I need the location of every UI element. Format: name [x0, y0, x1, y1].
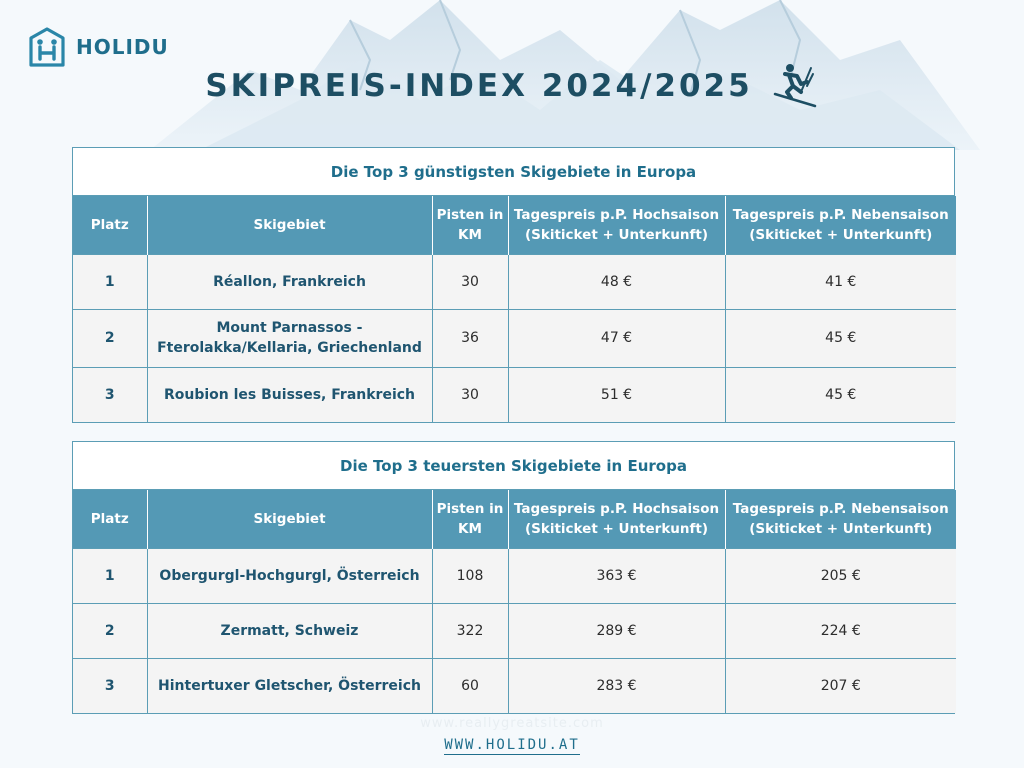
cell-skigebiet: Obergurgl-Hochgurgl, Österreich	[147, 547, 433, 603]
holidu-house-logo-icon	[29, 27, 65, 67]
cell-skigebiet: Zermatt, Schweiz	[147, 602, 433, 658]
cheapest-table: Platz Skigebiet Pisten in KM Tagespreis …	[73, 196, 956, 422]
table-row: 1 Obergurgl-Hochgurgl, Österreich 108 36…	[73, 547, 956, 603]
column-header-hochsaison: Tagespreis p.P. Hochsaison (Skiticket + …	[508, 490, 726, 548]
column-header-pisten: Pisten in KM	[432, 196, 509, 254]
table-header-row: Platz Skigebiet Pisten in KM Tagespreis …	[73, 490, 956, 548]
column-header-nebensaison: Tagespreis p.P. Nebensaison (Skiticket +…	[725, 490, 956, 548]
cell-km: 60	[432, 657, 509, 713]
cell-platz: 2	[73, 602, 148, 658]
table-row: 2 Zermatt, Schweiz 322 289 € 224 €	[73, 602, 956, 658]
table-row: 2 Mount Parnassos - Fterolakka/Kellaria,…	[73, 308, 956, 367]
cell-nebensaison: 224 €	[725, 602, 956, 658]
brand-logo[interactable]: HOLIDU	[28, 26, 169, 68]
cell-hochsaison: 48 €	[508, 253, 726, 309]
cell-hochsaison: 363 €	[508, 547, 726, 603]
expensive-resorts-table: Die Top 3 teuersten Skigebiete in Europa…	[72, 441, 956, 714]
skier-icon	[773, 64, 816, 108]
cell-skigebiet: Mount Parnassos - Fterolakka/Kellaria, G…	[147, 308, 433, 367]
cell-hochsaison: 283 €	[508, 657, 726, 713]
column-header-skigebiet: Skigebiet	[147, 490, 433, 548]
cell-nebensaison: 45 €	[725, 308, 956, 367]
cell-nebensaison: 41 €	[725, 253, 956, 309]
column-header-platz: Platz	[73, 196, 148, 254]
cell-platz: 3	[73, 657, 148, 713]
cell-km: 30	[432, 253, 509, 309]
cell-nebensaison: 205 €	[725, 547, 956, 603]
footer-ghost-text: www.reallygreatsite.com	[420, 716, 604, 731]
cell-hochsaison: 47 €	[508, 308, 726, 367]
cheapest-resorts-table: Die Top 3 günstigsten Skigebiete in Euro…	[72, 147, 956, 423]
cell-skigebiet: Hintertuxer Gletscher, Österreich	[147, 657, 433, 713]
footer-url-link[interactable]: WWW.HOLIDU.AT	[444, 737, 580, 755]
cell-platz: 3	[73, 366, 148, 422]
cell-skigebiet: Roubion les Buisses, Frankreich	[147, 366, 433, 422]
column-header-nebensaison: Tagespreis p.P. Nebensaison (Skiticket +…	[725, 196, 956, 254]
cell-nebensaison: 207 €	[725, 657, 956, 713]
cheapest-table-title: Die Top 3 günstigsten Skigebiete in Euro…	[73, 148, 954, 196]
cell-skigebiet: Réallon, Frankreich	[147, 253, 433, 309]
cell-platz: 1	[73, 547, 148, 603]
table-row: 3 Roubion les Buisses, Frankreich 30 51 …	[73, 366, 956, 422]
cell-nebensaison: 45 €	[725, 366, 956, 422]
column-header-pisten: Pisten in KM	[432, 490, 509, 548]
cell-hochsaison: 51 €	[508, 366, 726, 422]
cell-km: 108	[432, 547, 509, 603]
brand-name: HOLIDU	[76, 35, 169, 59]
footer: WWW.HOLIDU.AT	[0, 734, 1024, 755]
title-row: SKIPREIS-INDEX 2024/2025	[0, 62, 1024, 110]
cell-platz: 2	[73, 308, 148, 367]
cell-km: 30	[432, 366, 509, 422]
table-row: 3 Hintertuxer Gletscher, Österreich 60 2…	[73, 657, 956, 713]
page-title: SKIPREIS-INDEX 2024/2025	[205, 68, 753, 104]
table-header-row: Platz Skigebiet Pisten in KM Tagespreis …	[73, 196, 956, 254]
expensive-table: Platz Skigebiet Pisten in KM Tagespreis …	[73, 490, 956, 713]
cell-platz: 1	[73, 253, 148, 309]
expensive-table-title: Die Top 3 teuersten Skigebiete in Europa	[73, 442, 954, 490]
cell-km: 36	[432, 308, 509, 367]
column-header-skigebiet: Skigebiet	[147, 196, 433, 254]
mountain-background	[150, 0, 980, 150]
table-row: 1 Réallon, Frankreich 30 48 € 41 €	[73, 253, 956, 309]
cell-km: 322	[432, 602, 509, 658]
column-header-platz: Platz	[73, 490, 148, 548]
column-header-hochsaison: Tagespreis p.P. Hochsaison (Skiticket + …	[508, 196, 726, 254]
cell-hochsaison: 289 €	[508, 602, 726, 658]
